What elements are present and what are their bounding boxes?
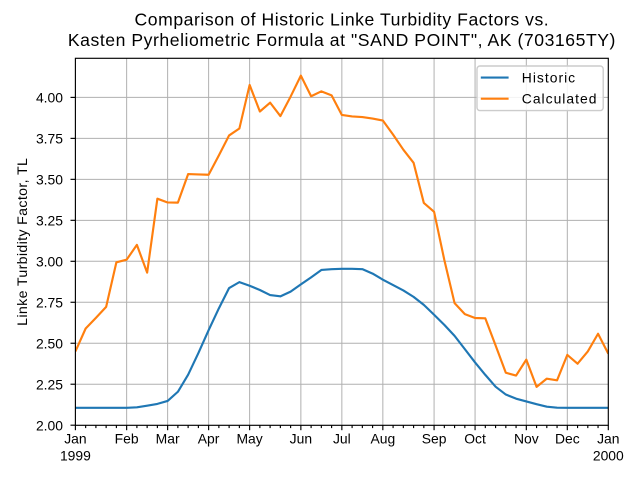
svg-text:Nov: Nov [514, 431, 539, 447]
svg-text:3.75: 3.75 [36, 131, 63, 147]
svg-text:Apr: Apr [198, 431, 220, 447]
svg-text:Historic: Historic [522, 69, 576, 85]
svg-text:Linke Turbidity Factor, TL: Linke Turbidity Factor, TL [15, 158, 31, 326]
svg-text:1999: 1999 [60, 447, 91, 463]
svg-text:Sep: Sep [422, 431, 447, 447]
svg-text:2.25: 2.25 [36, 376, 63, 392]
svg-text:Comparison of Historic Linke T: Comparison of Historic Linke Turbidity F… [135, 10, 550, 30]
svg-text:Jan: Jan [64, 431, 86, 447]
svg-text:Kasten Pyrheliometric Formula: Kasten Pyrheliometric Formula at "SAND P… [68, 30, 616, 50]
svg-text:May: May [236, 431, 262, 447]
svg-text:Aug: Aug [370, 431, 395, 447]
svg-text:Jan: Jan [597, 431, 619, 447]
svg-text:Dec: Dec [555, 431, 580, 447]
svg-text:2.00: 2.00 [36, 417, 63, 433]
svg-text:Mar: Mar [156, 431, 180, 447]
svg-text:Jun: Jun [290, 431, 312, 447]
svg-text:3.00: 3.00 [36, 254, 63, 270]
svg-text:Oct: Oct [464, 431, 486, 447]
svg-text:Feb: Feb [115, 431, 139, 447]
svg-text:3.25: 3.25 [36, 213, 63, 229]
svg-text:2000: 2000 [593, 447, 624, 463]
svg-text:Calculated: Calculated [522, 91, 598, 107]
svg-text:Jul: Jul [333, 431, 351, 447]
svg-text:2.75: 2.75 [36, 294, 63, 310]
svg-text:2.50: 2.50 [36, 335, 63, 351]
svg-text:4.00: 4.00 [36, 90, 63, 106]
svg-text:3.50: 3.50 [36, 172, 63, 188]
